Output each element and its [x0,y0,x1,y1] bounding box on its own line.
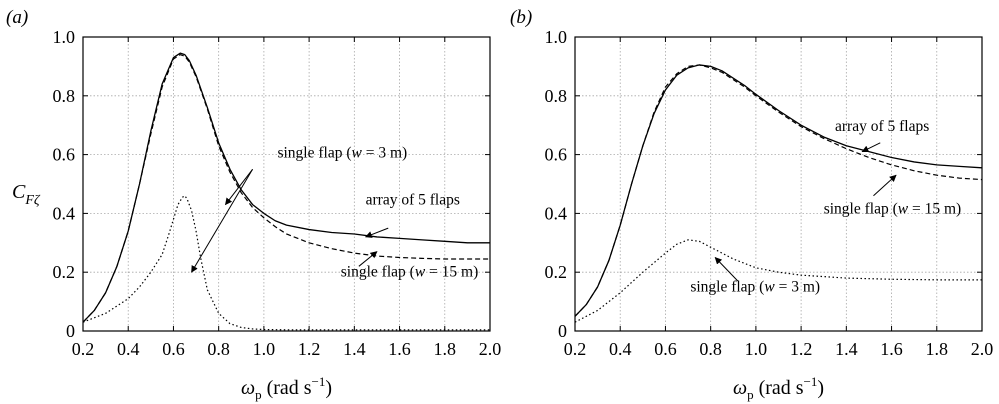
x-tick-label: 1.0 [745,339,768,359]
series-line-dotted [574,239,982,323]
annotation-arrow [873,174,897,197]
x-tick-label: 1.4 [835,339,858,359]
annotation-label: array of 5 flaps [835,118,929,135]
x-tick-label: 1.0 [253,339,276,359]
annotation-arrow [191,169,254,273]
y-axis-title: CFζ [12,181,41,208]
plot-frame [574,36,983,332]
y-tick-label: 0.8 [545,86,568,106]
annotation-arrow [225,168,253,206]
y-tick-label: 0.2 [545,262,568,282]
series-line-dashed [82,54,490,323]
x-tick-label: 2.0 [971,339,994,359]
x-tick-label: 1.4 [343,339,366,359]
x-tick-label: 0.2 [564,339,587,359]
y-tick-label: 1.0 [545,27,568,47]
series-line-dashed [574,64,983,317]
panel-a: 0.2 0.4 0.6 0.8 1.0 1.2 1.4 1.6 1.8 2.000.20.40.6… [6,7,501,402]
plot-frame [82,36,491,332]
x-tick-label: 2.0 [479,339,502,359]
y-tick-label: 0.4 [545,203,568,223]
x-tick-label: 1.2 [298,339,321,359]
annotation-arrow [358,251,378,267]
x-tick-label: 0.8 [207,339,230,359]
panel-label: (b) [510,7,532,28]
series-line-solid [82,52,490,323]
y-tick-label: 0.4 [53,203,76,223]
series-line-solid [574,64,983,317]
x-tick-label: 0.2 [72,339,95,359]
annotation-label: single flap (w = 15 m) [341,264,478,281]
series-line-dotted [82,195,490,331]
y-tick-label: 0 [66,321,75,341]
panel-b: 0.2 0.4 0.6 0.8 1.0 1.2 1.4 1.6 1.8 2.000.20.40.6… [510,7,993,402]
annotation-label: single flap (w = 3 m) [690,278,820,295]
y-tick-label: 1.0 [53,27,76,47]
annotation-label: single flap (w = 3 m) [277,145,407,162]
panel-label: (a) [6,7,28,28]
annotation-label: array of 5 flaps [366,192,460,209]
y-tick-label: 0 [558,321,567,341]
y-tick-label: 0.6 [545,145,568,165]
x-tick-label: 1.2 [790,339,813,359]
annotation-arrow [714,256,739,282]
annotation-arrow [364,227,389,238]
x-tick-label: 1.6 [388,339,411,359]
x-axis-title: ωp (rad s−1) [733,374,824,402]
x-tick-label: 1.6 [880,339,903,359]
x-axis-title: ωp (rad s−1) [241,374,332,402]
annotation-arrow [861,142,881,153]
x-tick-label: 0.6 [162,339,185,359]
x-tick-label: 0.4 [609,339,632,359]
annotation-label: single flap (w = 15 m) [824,200,961,217]
x-tick-label: 0.4 [117,339,140,359]
y-tick-label: 0.2 [53,262,76,282]
y-tick-label: 0.8 [53,86,76,106]
y-tick-label: 0.6 [53,145,76,165]
x-tick-label: 0.8 [699,339,722,359]
x-tick-label: 0.6 [654,339,677,359]
x-tick-label: 1.8 [926,339,949,359]
x-tick-label: 1.8 [434,339,457,359]
